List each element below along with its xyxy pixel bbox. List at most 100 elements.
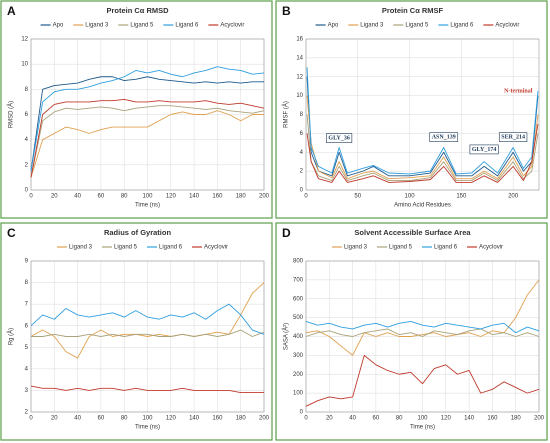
x-tick-label: 40 bbox=[74, 194, 81, 200]
x-tick-label: 0 bbox=[29, 194, 33, 200]
series-line bbox=[30, 385, 264, 394]
legend-label: Ligand 3 bbox=[69, 245, 93, 251]
x-tick-label: 60 bbox=[98, 194, 105, 200]
legend-label: Acyclovir bbox=[495, 23, 519, 29]
annotation: SER_214 bbox=[501, 135, 525, 141]
series-line bbox=[30, 303, 265, 335]
x-tick-label: 140 bbox=[189, 194, 200, 200]
y-tick-label: 9 bbox=[25, 259, 29, 265]
series-line bbox=[30, 98, 265, 178]
x-tick-label: 100 bbox=[142, 416, 153, 422]
x-tick-label: 160 bbox=[212, 416, 223, 422]
x-tick-label: 80 bbox=[121, 194, 128, 200]
x-tick-label: 200 bbox=[508, 194, 519, 200]
plot-frame bbox=[305, 38, 540, 191]
x-tick-label: 0 bbox=[304, 416, 308, 422]
y-tick-label: 4 bbox=[300, 150, 304, 156]
x-tick-label: 200 bbox=[259, 194, 270, 200]
x-tick-label: 120 bbox=[166, 416, 177, 422]
annotation-box bbox=[429, 132, 459, 142]
chart-title: Protein Cα RMSD bbox=[106, 6, 169, 15]
annotation-box bbox=[469, 144, 499, 155]
y-tick-label: 12 bbox=[296, 74, 303, 80]
x-tick-label: 100 bbox=[405, 194, 416, 200]
y-tick-label: 4 bbox=[25, 137, 29, 143]
chart-title: Protein Cα RMSF bbox=[382, 6, 444, 15]
legend: Ligand 3 Ligand 5 Ligand 6 Acyclovir bbox=[331, 245, 503, 251]
panel: A Protein Cα RMSD Apo Ligand 3 Ligand 5 Ligan… bbox=[0, 0, 273, 219]
series-line bbox=[305, 328, 540, 337]
panel-label: D bbox=[282, 226, 291, 240]
x-tick-label: 120 bbox=[441, 416, 452, 422]
y-tick-label: 700 bbox=[293, 277, 304, 283]
annotation-box bbox=[326, 133, 353, 143]
panel-border bbox=[0, 0, 273, 219]
y-tick-label: 8 bbox=[25, 87, 29, 93]
y-tick-label: 200 bbox=[293, 372, 304, 378]
annotation: N-terminal bbox=[504, 88, 533, 94]
x-tick-label: 0 bbox=[29, 416, 33, 422]
panel-border bbox=[275, 222, 548, 441]
y-tick-label: 2 bbox=[25, 410, 29, 416]
y-tick-label: 4 bbox=[25, 366, 29, 372]
y-tick-label: 0 bbox=[300, 410, 304, 416]
legend-label: Ligand 5 bbox=[114, 245, 138, 251]
series-line bbox=[30, 66, 265, 172]
y-tick-label: 6 bbox=[300, 131, 304, 137]
y-axis-label: RMSD (Å) bbox=[8, 101, 15, 128]
panel-label: B bbox=[282, 4, 291, 18]
x-tick-label: 120 bbox=[166, 194, 177, 200]
legend-label: Apo bbox=[328, 23, 339, 29]
series-line bbox=[306, 67, 539, 175]
x-tick-label: 40 bbox=[349, 416, 356, 422]
legend-label: Ligand 6 bbox=[434, 245, 458, 251]
legend-label: Acyclovir bbox=[204, 245, 228, 251]
y-tick-label: 6 bbox=[25, 323, 29, 329]
x-tick-label: 100 bbox=[142, 194, 153, 200]
series-line bbox=[306, 114, 539, 182]
x-tick-label: 100 bbox=[417, 416, 428, 422]
x-axis-label: Time (ns) bbox=[410, 425, 435, 431]
legend: Apo Ligand 3 Ligand 5 Ligand 6 Acyclovir bbox=[315, 23, 519, 29]
annotation-box bbox=[498, 132, 528, 142]
x-tick-label: 140 bbox=[464, 416, 475, 422]
legend-label: Apo bbox=[53, 23, 64, 29]
series-line bbox=[30, 105, 265, 178]
y-tick-label: 0 bbox=[300, 188, 304, 194]
series-line bbox=[306, 95, 539, 180]
y-tick-label: 0 bbox=[25, 188, 29, 194]
y-tick-label: 5 bbox=[25, 345, 29, 351]
legend-label: Ligand 5 bbox=[405, 23, 429, 29]
series-line bbox=[30, 282, 265, 359]
x-tick-label: 80 bbox=[396, 416, 403, 422]
legend-label: Acyclovir bbox=[220, 23, 244, 29]
x-tick-label: 60 bbox=[373, 416, 380, 422]
y-tick-label: 10 bbox=[296, 93, 303, 99]
y-tick-label: 100 bbox=[293, 391, 304, 397]
x-tick-label: 180 bbox=[511, 416, 522, 422]
legend-label: Ligand 5 bbox=[389, 245, 413, 251]
legend-label: Ligand 6 bbox=[450, 23, 474, 29]
legend-label: Ligand 6 bbox=[159, 245, 183, 251]
annotation: ASN_139 bbox=[432, 135, 456, 141]
y-tick-label: 600 bbox=[293, 296, 304, 302]
legend-label: Ligand 3 bbox=[344, 245, 368, 251]
y-tick-label: 800 bbox=[293, 259, 304, 265]
series-line bbox=[305, 320, 540, 334]
x-tick-label: 140 bbox=[189, 416, 200, 422]
y-tick-label: 8 bbox=[25, 280, 29, 286]
y-tick-label: 2 bbox=[300, 169, 304, 175]
panel-label: C bbox=[7, 226, 16, 240]
y-tick-label: 10 bbox=[21, 62, 28, 68]
panel: D Solvent Accessible Surface Area Ligand 3… bbox=[275, 222, 548, 441]
series-line bbox=[30, 76, 264, 172]
y-tick-label: 2 bbox=[25, 162, 29, 168]
annotation: GLY_36 bbox=[328, 135, 349, 141]
panel-border bbox=[0, 222, 273, 441]
series-line bbox=[305, 279, 540, 356]
x-tick-label: 200 bbox=[534, 416, 545, 422]
series-line bbox=[31, 329, 265, 337]
